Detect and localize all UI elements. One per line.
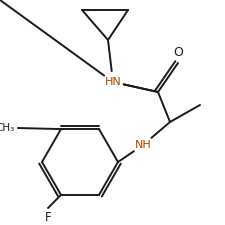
Text: NH: NH xyxy=(135,140,151,150)
Text: F: F xyxy=(45,211,51,224)
Text: O: O xyxy=(173,46,183,59)
Text: HN: HN xyxy=(105,77,121,87)
Text: CH₃: CH₃ xyxy=(0,123,15,133)
